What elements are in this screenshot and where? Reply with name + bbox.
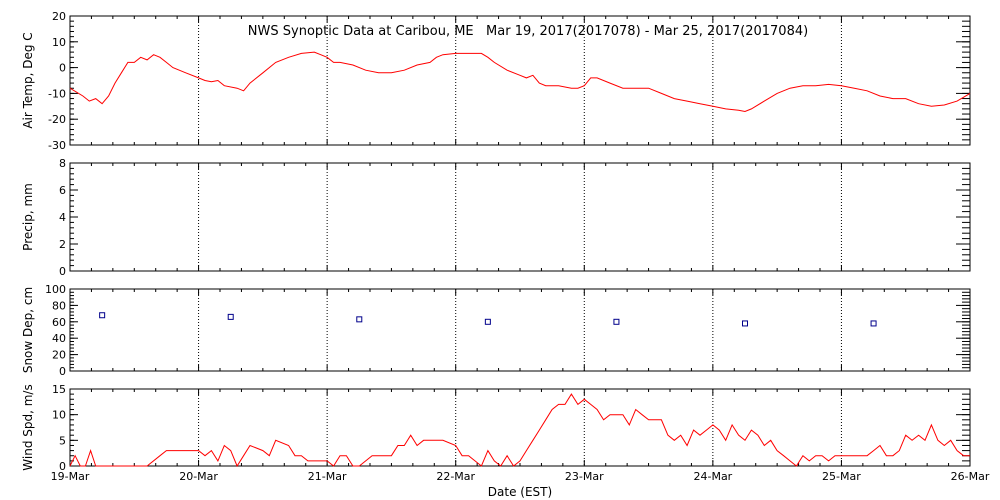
y-tick-label: 10 [52,36,66,49]
y-tick-label: 15 [52,383,66,396]
y-tick-label: 0 [59,62,66,75]
panel-frame [69,162,971,272]
y-tick-label: -20 [48,113,66,126]
y-tick-label: 60 [52,316,66,329]
x-tick-label: 19-Mar [51,470,90,483]
y-tick-label: -10 [48,87,66,100]
y-tick-label: 0 [59,460,66,473]
panel-precip: 0 2 4 6 8 Precip, mm [21,157,971,278]
y-axis-label: Snow Dep, cm [21,287,35,373]
y-tick-label: 40 [52,332,66,345]
chart-panels: -30 -20 -10 0 10 20 Air Temp, Deg C 0 2 4 6 8 Precip… [21,10,990,483]
y-tick-label: 6 [59,184,66,197]
x-tick-label: 26-Mar [951,470,990,483]
y-tick-label: 0 [59,365,66,378]
chart-title: NWS Synoptic Data at Caribou, ME Mar 19,… [248,24,808,39]
x-axis-label: Date (EST) [488,485,552,499]
snow-depth-marker [484,318,491,325]
y-tick-label: 10 [52,409,66,422]
y-tick-label: -30 [48,139,66,152]
y-tick-label: 5 [59,434,66,447]
snow-depth-marker [227,313,234,320]
panel-frame [69,288,971,372]
panel-snow-depth: 0 20 40 60 80 100 Snow Dep, cm [21,283,971,378]
panel-air-temp: -30 -20 -10 0 10 20 Air Temp, Deg C [21,10,971,152]
y-tick-label: 80 [52,299,66,312]
snow-depth-marker [742,320,748,327]
y-axis-label: Wind Spd, m/s [21,384,35,470]
snow-depth-marker [613,318,620,325]
series-line-wind-speed [69,393,970,468]
y-tick-label: 100 [45,283,66,296]
y-tick-label: 0 [59,265,66,278]
y-tick-label: 20 [52,349,66,362]
snow-depth-marker [99,312,106,319]
x-tick-label: 25-Mar [822,470,861,483]
y-tick-label: 2 [59,238,66,251]
y-tick-label: 4 [59,211,66,224]
x-tick-label: 22-Mar [436,470,475,483]
y-tick-label: 20 [52,10,66,23]
x-tick-label: 24-Mar [693,470,732,483]
y-axis-label: Precip, mm [21,183,35,251]
series-line-air-temp [69,51,971,113]
y-tick-label: 8 [59,157,66,170]
x-tick-label: 20-Mar [179,470,218,483]
x-tick-label: 21-Mar [308,470,347,483]
y-axis-label: Air Temp, Deg C [21,32,35,128]
panel-frame [69,388,971,467]
snow-depth-marker [870,320,877,327]
panel-wind-speed: 0 5 10 15 Wind Spd, m/s [21,383,971,473]
x-tick-label: 23-Mar [565,470,604,483]
snow-depth-marker [356,316,363,323]
